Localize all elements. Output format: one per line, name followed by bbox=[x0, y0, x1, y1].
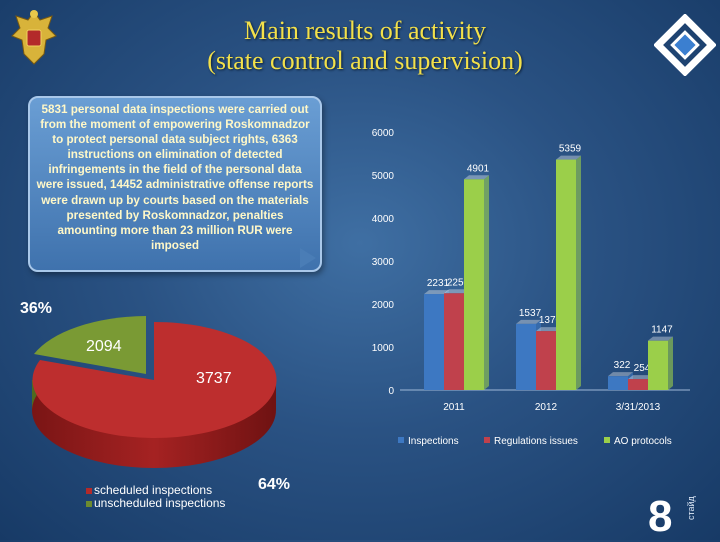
page-title: Main results of activity (state control … bbox=[120, 16, 610, 76]
bar-data-label: 254 bbox=[634, 363, 651, 374]
title-line-2: (state control and supervision) bbox=[207, 46, 523, 75]
legend-swatch-1 bbox=[484, 437, 490, 443]
bar-data-label: 1370 bbox=[539, 315, 562, 326]
bar-ao-protocols-2012 bbox=[556, 159, 576, 390]
y-tick-label: 5000 bbox=[372, 171, 395, 182]
bar-regulations-issues-2011 bbox=[444, 293, 464, 390]
pie-slice-unscheduled bbox=[34, 316, 146, 374]
x-tick-label: 3/31/2013 bbox=[616, 402, 661, 413]
bar-top-0-0 bbox=[424, 290, 449, 295]
pie-slice-scheduled bbox=[32, 321, 277, 438]
bar-top-2-2 bbox=[648, 336, 673, 341]
legend-label-2: AO protocols bbox=[614, 436, 672, 447]
bar-top-1-1 bbox=[536, 327, 561, 332]
pie-legend-item-unscheduled: unscheduled inspections bbox=[86, 497, 225, 510]
pie-percent-unscheduled: 36% bbox=[20, 300, 53, 317]
vertical-caption: стайд bbox=[686, 496, 696, 520]
legend-swatch-2 bbox=[604, 437, 610, 443]
bar-side-2-1 bbox=[576, 155, 581, 390]
bar-top-1-0 bbox=[444, 289, 469, 294]
bar-inspections-2011 bbox=[424, 294, 444, 390]
pie-legend: scheduled inspections unscheduled inspec… bbox=[86, 484, 225, 510]
roskomnadzor-logo-icon bbox=[654, 14, 716, 76]
title-line-1: Main results of activity bbox=[244, 16, 486, 45]
bar-data-label: 5359 bbox=[559, 144, 582, 155]
pie-percent-scheduled: 64% bbox=[258, 476, 291, 493]
bar-data-label: 1537 bbox=[519, 308, 542, 319]
bar-inspections-2012 bbox=[516, 323, 536, 390]
pie-value-unscheduled: 2094 bbox=[86, 338, 122, 355]
callout-pointer bbox=[300, 248, 316, 268]
page-number: 8 bbox=[648, 492, 673, 541]
legend-label-0: Inspections bbox=[408, 436, 459, 447]
bar-top-2-0 bbox=[464, 175, 489, 180]
bar-data-label: 1147 bbox=[651, 325, 673, 336]
bar-inspections-3/31/2013 bbox=[608, 376, 628, 390]
bar-data-label: 322 bbox=[614, 360, 631, 371]
summary-callout: 5831 personal data inspections were carr… bbox=[28, 96, 322, 272]
x-tick-label: 2012 bbox=[535, 402, 558, 413]
bar-ao-protocols-3/31/2013 bbox=[648, 340, 668, 390]
y-tick-label: 4000 bbox=[372, 214, 395, 225]
bar-regulations-issues-3/31/2013 bbox=[628, 379, 648, 390]
y-tick-label: 0 bbox=[388, 386, 394, 397]
bar-data-label: 2250 bbox=[447, 277, 470, 288]
bar-side-2-0 bbox=[484, 175, 489, 390]
x-tick-label: 2011 bbox=[443, 402, 465, 413]
y-tick-label: 1000 bbox=[372, 343, 395, 354]
bar-side-2-2 bbox=[668, 336, 673, 390]
coat-of-arms-icon bbox=[11, 10, 57, 65]
inspections-pie-chart bbox=[32, 316, 277, 468]
y-tick-label: 2000 bbox=[372, 300, 395, 311]
bar-data-label: 4901 bbox=[467, 163, 490, 174]
bar-ao-protocols-2011 bbox=[464, 179, 484, 390]
bar-top-0-2 bbox=[608, 372, 633, 377]
y-tick-label: 6000 bbox=[372, 128, 395, 139]
legend-swatch-0 bbox=[398, 437, 404, 443]
bar-regulations-issues-2012 bbox=[536, 331, 556, 390]
bar-top-1-2 bbox=[628, 375, 653, 380]
pie-value-scheduled: 3737 bbox=[196, 370, 232, 387]
legend-label-1: Regulations issues bbox=[494, 436, 578, 447]
pie-legend-item-scheduled: scheduled inspections bbox=[86, 484, 225, 497]
bar-top-2-1 bbox=[556, 155, 581, 160]
bar-data-label: 2231 bbox=[427, 278, 450, 289]
y-tick-label: 3000 bbox=[372, 257, 395, 268]
bar-top-0-1 bbox=[516, 319, 541, 324]
